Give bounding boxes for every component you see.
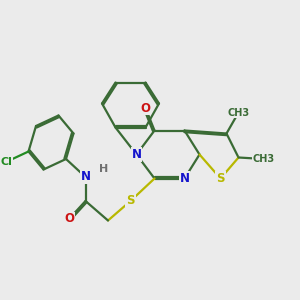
Text: CH3: CH3 bbox=[227, 107, 250, 118]
Text: O: O bbox=[64, 212, 74, 226]
Text: N: N bbox=[131, 148, 142, 161]
Text: S: S bbox=[216, 172, 225, 185]
Text: Cl: Cl bbox=[0, 157, 12, 167]
Text: S: S bbox=[126, 194, 135, 208]
Text: N: N bbox=[179, 172, 190, 185]
Text: O: O bbox=[140, 101, 151, 115]
Text: N: N bbox=[80, 170, 91, 184]
Text: H: H bbox=[99, 164, 108, 175]
Text: CH3: CH3 bbox=[253, 154, 275, 164]
